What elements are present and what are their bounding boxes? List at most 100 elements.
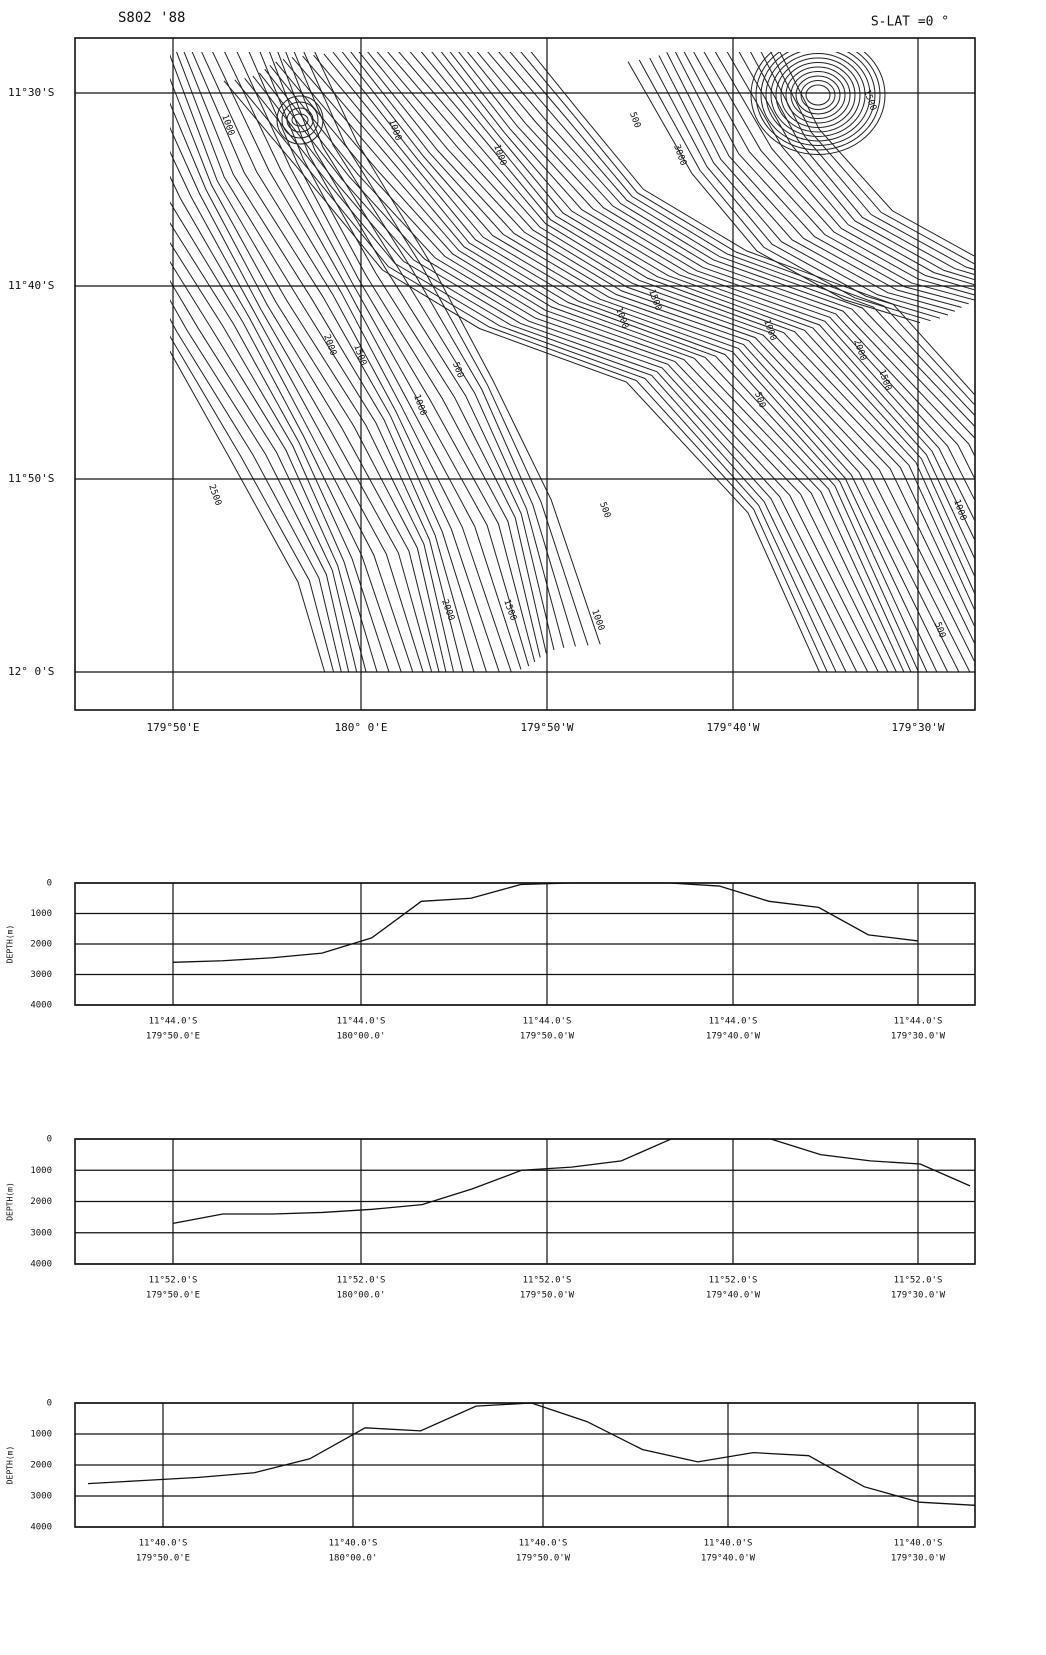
y-tick-label: 0 xyxy=(47,1399,52,1409)
x-tick-label: 11°40.0'S xyxy=(329,1539,378,1549)
contour-label: 1000 xyxy=(219,113,236,137)
contour-label: 1500 xyxy=(861,88,878,112)
x-tick-label: 11°44.0'S xyxy=(337,1017,386,1027)
contour-label: 3000 xyxy=(671,143,688,167)
y-tick-label: 2000 xyxy=(30,1197,52,1207)
depth-profile xyxy=(88,1403,975,1505)
y-tick-label: 3000 xyxy=(30,1492,52,1502)
contour-ring xyxy=(761,45,875,146)
x-tick-label: 11°40.0'S xyxy=(139,1539,188,1549)
contour-line xyxy=(111,54,421,699)
y-tick-label: 1000 xyxy=(30,1430,52,1440)
x-tick-label: 180°00.0' xyxy=(329,1554,378,1564)
x-tick-label: 180°00.0' xyxy=(337,1032,386,1042)
y-tick-label: 0 xyxy=(47,879,52,889)
contour-label: 500 xyxy=(627,111,642,130)
contour-line xyxy=(283,59,911,703)
y-tick-label: 1000 xyxy=(30,1166,52,1176)
contour-label: 1500 xyxy=(501,598,518,622)
lon-label: 179°30'W xyxy=(892,721,945,734)
contour-line xyxy=(81,67,375,704)
lat-label: 11°50'S xyxy=(8,472,54,485)
x-tick-label: 180°00.0' xyxy=(337,1291,386,1301)
x-tick-label: 179°50.0'W xyxy=(520,1291,575,1301)
contour-ring xyxy=(806,85,830,105)
lon-label: 179°50'W xyxy=(521,721,574,734)
x-tick-label: 11°52.0'S xyxy=(337,1276,386,1286)
y-axis-label: DEPTH(m) xyxy=(6,925,15,964)
x-tick-label: 11°44.0'S xyxy=(523,1017,572,1027)
lon-label: 179°50'E xyxy=(147,721,200,734)
y-tick-label: 3000 xyxy=(30,970,52,980)
contour-line xyxy=(392,30,1008,668)
x-tick-label: 11°52.0'S xyxy=(149,1276,198,1286)
lat-label: 11°30'S xyxy=(8,86,54,99)
contour-line xyxy=(270,11,564,648)
y-tick-label: 4000 xyxy=(30,1001,52,1011)
contour-line xyxy=(403,29,1015,665)
x-tick-label: 11°52.0'S xyxy=(709,1276,758,1286)
x-tick-label: 11°44.0'S xyxy=(709,1017,758,1027)
x-tick-label: 11°52.0'S xyxy=(894,1276,943,1286)
contour-line xyxy=(101,56,411,701)
lat-label: 11°40'S xyxy=(8,279,54,292)
lon-label: 180° 0'E xyxy=(335,721,388,734)
x-tick-label: 11°44.0'S xyxy=(894,1017,943,1027)
contour-label: 1000 xyxy=(411,393,428,417)
contour-label: 2000 xyxy=(851,338,868,362)
contour-label: 2500 xyxy=(206,483,223,507)
y-tick-label: 0 xyxy=(47,1135,52,1145)
contour-ring xyxy=(292,114,308,126)
x-tick-label: 179°30.0'W xyxy=(891,1291,946,1301)
y-axis-label: DEPTH(m) xyxy=(6,1182,15,1221)
y-tick-label: 1000 xyxy=(30,909,52,919)
page: S802 '88 S-LAT =0 ° 179°50'E 180° 0'E 179°… xyxy=(0,0,1046,1651)
x-tick-label: 179°50.0'W xyxy=(520,1032,575,1042)
contours xyxy=(35,0,1046,723)
x-tick-label: 179°50.0'E xyxy=(146,1032,200,1042)
x-tick-label: 179°50.0'E xyxy=(146,1291,200,1301)
x-tick-label: 11°40.0'S xyxy=(894,1539,943,1549)
depth-profile xyxy=(173,1139,970,1223)
y-axis-label: DEPTH(m) xyxy=(6,1446,15,1485)
contour-label: 1000 xyxy=(386,118,403,142)
contour-label: 500 xyxy=(752,391,767,410)
contour-line xyxy=(413,28,1024,663)
x-tick-label: 179°30.0'W xyxy=(891,1554,946,1564)
depth-profile xyxy=(173,883,918,962)
contour-line xyxy=(68,75,358,710)
contour-ring xyxy=(771,54,865,137)
contour-label: 500 xyxy=(450,361,465,380)
contour-ring xyxy=(791,72,845,119)
contour-line xyxy=(324,54,935,690)
y-tick-label: 2000 xyxy=(30,940,52,950)
contour-line xyxy=(314,55,928,692)
x-tick-label: 11°40.0'S xyxy=(519,1539,568,1549)
map-setting: S-LAT =0 ° xyxy=(871,15,949,30)
x-tick-label: 179°40.0'W xyxy=(701,1554,756,1564)
x-tick-label: 179°30.0'W xyxy=(891,1032,946,1042)
contour-label: 1000 xyxy=(613,306,630,330)
y-tick-label: 3000 xyxy=(30,1228,52,1238)
lat-label: 12° 0'S xyxy=(8,665,54,678)
contour-ring xyxy=(796,76,840,114)
contour-line xyxy=(178,37,475,675)
contour-label: 1500 xyxy=(351,343,368,367)
contour-label: 500 xyxy=(597,501,612,520)
lon-label: 179°40'W xyxy=(707,721,760,734)
x-tick-label: 179°50.0'W xyxy=(516,1554,571,1564)
y-tick-label: 2000 xyxy=(30,1461,52,1471)
x-tick-label: 11°40.0'S xyxy=(704,1539,753,1549)
x-tick-label: 11°44.0'S xyxy=(149,1017,198,1027)
y-tick-label: 4000 xyxy=(30,1260,52,1270)
x-tick-label: 179°50.0'E xyxy=(136,1554,190,1564)
contour-label: 2000 xyxy=(321,333,338,357)
y-tick-label: 4000 xyxy=(30,1523,52,1533)
contour-label: 500 xyxy=(932,621,947,640)
contour-ring xyxy=(776,58,860,132)
x-tick-label: 179°40.0'W xyxy=(706,1032,761,1042)
map-title: S802 '88 xyxy=(118,10,185,26)
contour-line xyxy=(224,24,528,666)
x-tick-label: 179°40.0'W xyxy=(706,1291,761,1301)
x-tick-label: 11°52.0'S xyxy=(523,1276,572,1286)
